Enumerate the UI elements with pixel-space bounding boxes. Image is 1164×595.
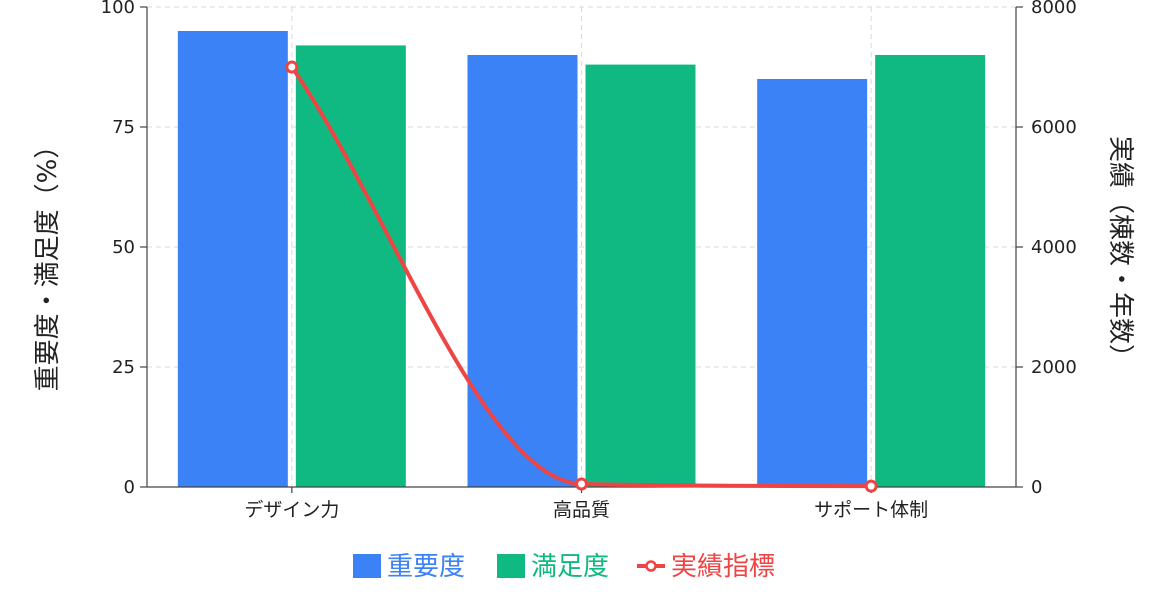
bar-importance [757,79,868,487]
legend-marker-track-record [645,560,657,572]
tick-labels: 0 25 50 75 100 0 2000 4000 6000 8000 デザイン力 高品質 サポート体… [101,0,1077,521]
y-axis-title: 重要度・満足度（%） [33,133,63,392]
bar-importance [467,55,578,487]
legend-item-track-record[interactable]: 実績指標 [637,552,775,582]
bar-satisfaction [295,45,406,488]
y-tick-label: 25 [112,357,135,378]
line-point-track-record [864,479,878,493]
y-tick-label: 100 [101,0,135,18]
bars [177,31,986,488]
y2-tick-label: 2000 [1031,357,1077,378]
y-tick-label: 50 [112,237,135,258]
y2-axis-title: 実績（棟数・年数） [1105,136,1135,370]
legend-swatch-importance [353,554,381,578]
legend-label-track-record: 実績指標 [671,552,775,582]
legend: 重要度 満足度 実績指標 [353,552,775,582]
bar-importance [177,31,288,487]
line-point-track-record [575,477,588,491]
x-tick-label: デザイン力 [244,499,339,521]
y-tick-label: 75 [112,117,135,138]
line-series [285,60,878,493]
legend-label-importance: 重要度 [387,552,465,582]
bar-satisfaction [875,55,986,487]
x-tick-label: サポート体制 [814,499,928,521]
legend-item-satisfaction[interactable]: 満足度 [497,552,609,582]
legend-label-satisfaction: 満足度 [531,552,609,582]
line-point-track-record [285,60,299,74]
legend-item-importance[interactable]: 重要度 [353,552,465,582]
y2-tick-label: 4000 [1031,237,1077,258]
line-track-record [290,65,872,489]
y-tick-label: 0 [124,477,135,498]
y2-tick-label: 8000 [1031,0,1077,18]
legend-swatch-satisfaction [497,554,525,578]
grid-lines [147,6,1016,487]
x-tick-label: 高品質 [553,499,610,521]
y2-tick-label: 6000 [1031,117,1077,138]
y2-tick-label: 0 [1031,477,1042,498]
bar-satisfaction [585,64,696,487]
